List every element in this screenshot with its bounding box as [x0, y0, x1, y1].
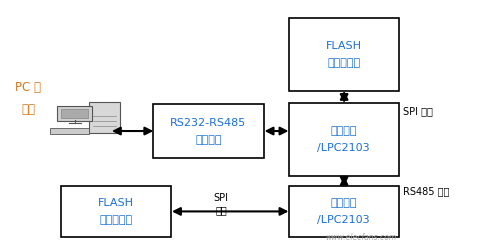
- Text: FLASH: FLASH: [98, 198, 134, 208]
- FancyBboxPatch shape: [50, 128, 89, 134]
- Text: 转换电路: 转换电路: [195, 135, 221, 145]
- Bar: [61, 186, 170, 237]
- Text: 从站模块: 从站模块: [330, 198, 356, 208]
- Text: 主站模块: 主站模块: [330, 126, 356, 136]
- Text: RS232-RS485: RS232-RS485: [170, 118, 246, 127]
- Bar: [288, 18, 398, 91]
- Bar: [153, 104, 263, 158]
- Text: PC 上: PC 上: [15, 81, 41, 94]
- Text: 位机: 位机: [21, 103, 35, 116]
- Bar: [288, 186, 398, 237]
- Text: 存储器模块: 存储器模块: [99, 215, 132, 225]
- Text: 存储器模块: 存储器模块: [326, 58, 359, 68]
- Text: SPI 通讯: SPI 通讯: [402, 107, 432, 117]
- Bar: [61, 109, 88, 118]
- FancyBboxPatch shape: [57, 106, 92, 121]
- Text: RS485 通讯: RS485 通讯: [402, 186, 449, 196]
- Text: FLASH: FLASH: [325, 41, 361, 51]
- FancyBboxPatch shape: [89, 102, 120, 133]
- Text: /LPC2103: /LPC2103: [317, 215, 369, 225]
- Text: /LPC2103: /LPC2103: [317, 143, 369, 153]
- Text: SPI
通讯: SPI 通讯: [213, 193, 228, 215]
- Text: www.elecfans.com: www.elecfans.com: [325, 233, 396, 242]
- Bar: [288, 103, 398, 176]
